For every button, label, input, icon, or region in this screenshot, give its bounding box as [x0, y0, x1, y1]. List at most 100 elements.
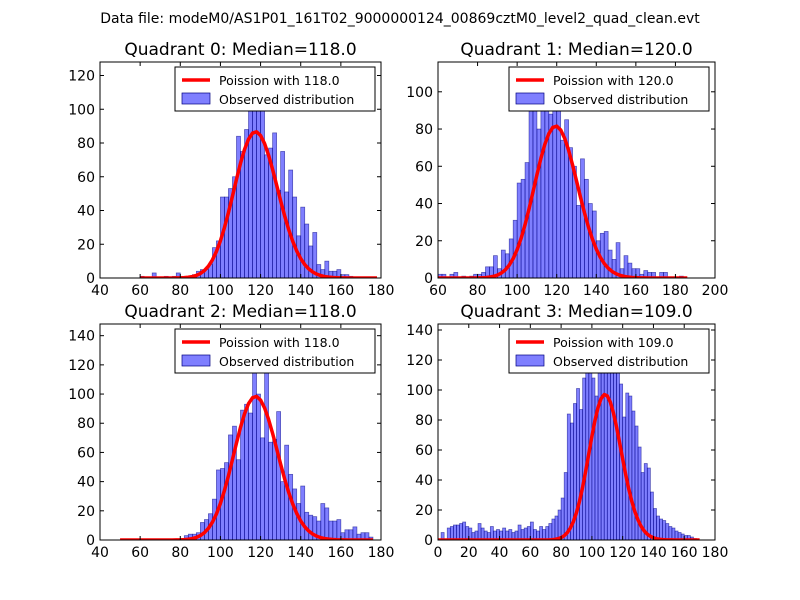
y-tick-label: 60: [415, 443, 433, 459]
x-tick-label: 180: [368, 545, 395, 561]
histogram-bar: [480, 527, 485, 540]
y-tick-label: 0: [424, 271, 433, 287]
legend-bar-label: Observed distribution: [219, 92, 354, 107]
poisson-curve: [438, 392, 700, 540]
x-tick-label: 180: [702, 545, 729, 561]
x-tick-label: 80: [171, 545, 189, 561]
legend: Poission with 109.0 Observed distribution: [508, 328, 710, 374]
histogram-bar: [554, 515, 559, 540]
histogram-bar: [528, 95, 534, 278]
y-tick-label: 60: [77, 170, 95, 186]
histogram-bar: [548, 523, 553, 540]
histogram-bar: [300, 485, 306, 540]
x-tick-label: 80: [171, 283, 189, 299]
x-tick-label: 100: [207, 283, 234, 299]
y-tick-label: 140: [68, 329, 95, 345]
histogram-bar: [268, 441, 273, 540]
legend-bar-label: Observed distribution: [553, 354, 688, 369]
x-tick-label: 140: [287, 283, 314, 299]
legend-bar-label: Observed distribution: [219, 354, 354, 369]
histogram-bar: [336, 519, 342, 540]
legend-bar-swatch: [181, 92, 211, 105]
legend-bar-swatch: [181, 354, 211, 367]
histogram-bar: [545, 526, 550, 540]
x-tick-label: 140: [640, 545, 667, 561]
histogram-bar: [288, 473, 294, 540]
y-tick-label: 20: [77, 237, 95, 253]
y-tick-label: 80: [77, 136, 95, 152]
histogram-bar: [272, 132, 277, 278]
histogram-bar: [576, 388, 580, 540]
histogram-bar: [516, 182, 522, 278]
x-tick-label: 80: [552, 545, 570, 561]
legend: Poission with 120.0 Observed distribution: [508, 66, 710, 112]
histogram-bar: [615, 242, 621, 278]
histogram-bar: [228, 434, 233, 540]
y-tick-label: 100: [406, 85, 433, 101]
histogram-bar: [628, 395, 633, 540]
histogram-bar: [606, 353, 611, 540]
histogram-bar: [560, 139, 565, 278]
quadrant-2-panel: 40 60 80 100 120 140 160 180 0 20 40 60 80 100 120 140 Q…: [68, 302, 394, 561]
quadrant-title: Quadrant 1: Median=120.0: [460, 40, 692, 60]
x-tick-label: 20: [460, 545, 478, 561]
histogram-bar: [453, 524, 457, 540]
histogram-bar: [324, 507, 330, 540]
histogram-bar: [523, 527, 528, 540]
histogram-bar: [260, 437, 265, 540]
histogram-bar: [668, 526, 673, 540]
y-tick-label: 0: [424, 533, 433, 549]
histogram-bar: [256, 393, 261, 540]
histogram-bar: [653, 508, 657, 540]
y-tick-label: 0: [86, 271, 95, 287]
y-tick-label: 80: [415, 122, 433, 138]
histogram-bar: [576, 205, 581, 278]
histogram-bar: [284, 191, 290, 278]
histogram-bar: [613, 350, 617, 540]
x-tick-label: 100: [504, 283, 531, 299]
x-tick-label: 40: [491, 545, 509, 561]
histogram-bar: [324, 260, 330, 278]
histogram-bar: [635, 268, 641, 278]
histogram-bar: [236, 135, 241, 278]
histogram-bar: [151, 272, 157, 278]
x-tick-label: 0: [434, 545, 443, 561]
histogram-bar: [320, 503, 326, 540]
histogram-bar: [252, 361, 257, 540]
histogram-bar: [603, 231, 609, 278]
y-tick-label: 80: [77, 416, 95, 432]
x-tick-label: 40: [91, 545, 109, 561]
histogram-bar: [244, 403, 249, 540]
histogram-bar: [656, 515, 660, 540]
histogram-bar: [536, 128, 542, 278]
axes-frame: [437, 61, 716, 279]
histogram-bar: [308, 514, 314, 540]
x-tick-label: 180: [368, 283, 395, 299]
axes-frame: [437, 323, 716, 541]
quadrant-1-panel: 60 80 100 120 140 160 180 200 0 20 40 60 80 100 Quadra…: [406, 40, 728, 299]
histogram-bar: [539, 526, 543, 540]
histogram-bar: [548, 113, 554, 278]
legend-bar-swatch: [515, 354, 545, 367]
histogram-bar: [662, 520, 667, 540]
y-tick-label: 60: [415, 159, 433, 175]
x-tick-label: 200: [702, 283, 729, 299]
histogram-bar: [650, 491, 654, 540]
histogram-bar: [623, 255, 629, 278]
x-tick-label: 160: [327, 545, 354, 561]
histogram-bar: [603, 344, 608, 540]
histogram-bar: [489, 526, 494, 540]
histogram-bar: [292, 196, 298, 278]
histogram-bar: [236, 459, 241, 540]
y-tick-label: 40: [415, 473, 433, 489]
histogram-bar: [563, 472, 568, 540]
y-tick-label: 0: [86, 533, 95, 549]
x-tick-label: 180: [662, 283, 689, 299]
histogram-bar: [597, 356, 602, 540]
y-tick-label: 120: [68, 358, 95, 374]
x-tick-label: 120: [247, 545, 274, 561]
histogram-bar: [580, 158, 585, 278]
axes-frame: [99, 323, 382, 541]
legend-line-label: Poission with 118.0: [219, 73, 340, 88]
